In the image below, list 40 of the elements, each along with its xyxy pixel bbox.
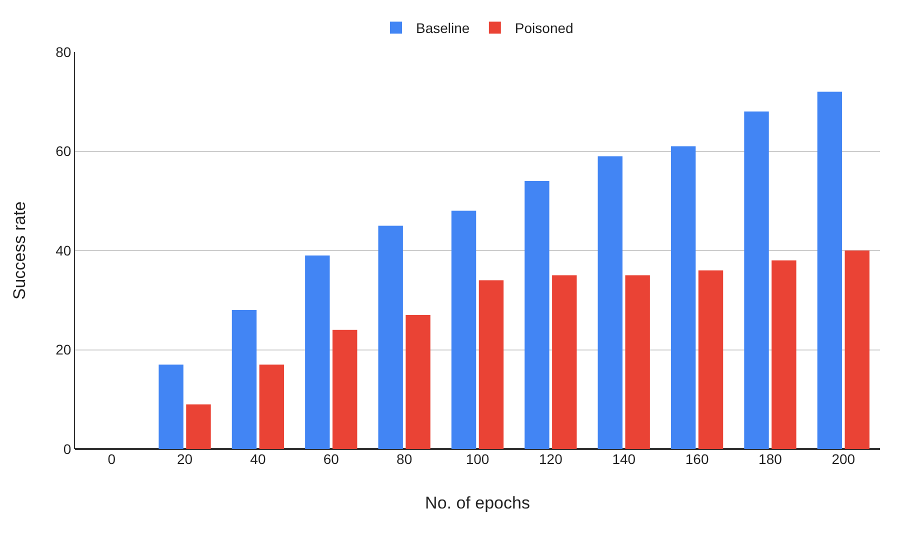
bar [378, 226, 403, 449]
x-tick-label: 140 [612, 451, 636, 467]
x-tick-label: 200 [832, 451, 856, 467]
bar [625, 275, 650, 449]
bar [232, 310, 257, 449]
legend-label: Baseline [416, 20, 470, 36]
y-tick-label: 60 [56, 143, 72, 160]
x-tick-label: 80 [396, 451, 412, 467]
bar [451, 210, 476, 449]
legend-label: Poisoned [514, 20, 574, 36]
bar [670, 146, 696, 449]
x-tick-label: 120 [539, 451, 563, 467]
bar [744, 112, 769, 449]
bar [332, 330, 358, 449]
bar [524, 181, 550, 449]
x-tick-label: 60 [323, 451, 340, 467]
y-tick-label: 40 [56, 242, 72, 258]
bar [772, 260, 796, 449]
x-tick-label: 40 [250, 451, 266, 467]
bar [552, 275, 577, 449]
x-tick-label: 0 [108, 451, 116, 467]
x-tick-label: 180 [758, 451, 782, 467]
bar [158, 364, 184, 449]
y-axis-title: Success rate [10, 201, 30, 300]
y-tick-label: 0 [63, 440, 72, 457]
bar [259, 364, 284, 449]
x-axis-title: No. of epochs [425, 493, 530, 512]
y-tick-label: 80 [56, 44, 72, 60]
bar [478, 280, 504, 449]
x-tick-label: 20 [176, 451, 193, 467]
bar [305, 255, 330, 449]
bar [844, 250, 870, 449]
bar [186, 404, 211, 449]
bar [598, 156, 622, 449]
y-tick-label: 20 [56, 342, 72, 358]
bar [406, 315, 430, 449]
x-tick-label: 100 [466, 451, 490, 467]
bar [698, 270, 724, 449]
x-tick-label: 160 [685, 451, 709, 467]
bar [817, 92, 842, 449]
